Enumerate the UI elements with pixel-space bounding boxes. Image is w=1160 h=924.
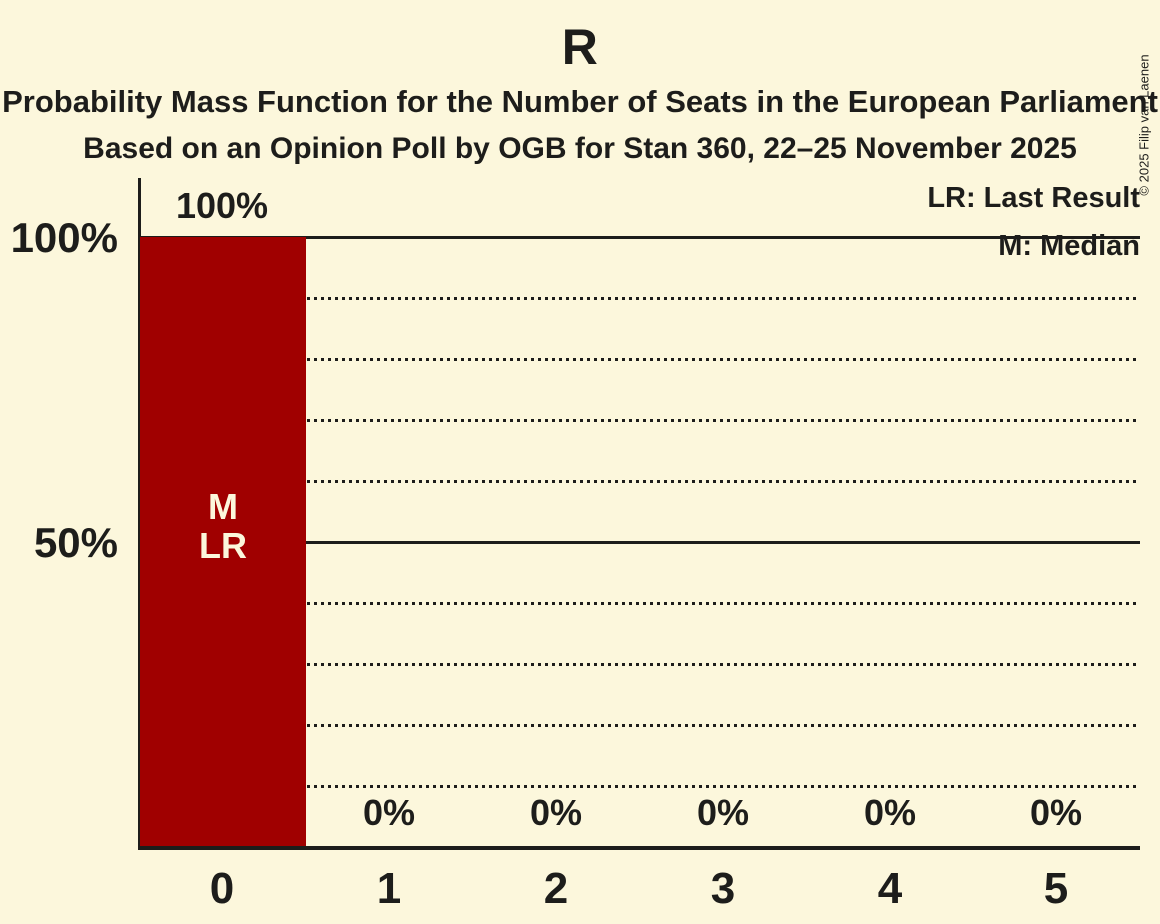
- bar-annotation-median-lastresult: M LR: [140, 487, 306, 565]
- value-label-seats-0: 100%: [175, 185, 269, 226]
- last-result-marker-label: LR: [199, 525, 247, 566]
- chart-poll-details: Based on an Opinion Poll by OGB for Stan…: [83, 132, 1077, 165]
- gridline-60pct: [139, 480, 1140, 483]
- gridline-70pct: [139, 419, 1140, 422]
- bar-seats-0: [140, 237, 306, 846]
- value-label-seats-4: 0%: [863, 792, 917, 833]
- median-marker-label: M: [208, 486, 238, 527]
- gridline-10pct: [139, 785, 1140, 788]
- gridline-50pct: [139, 541, 1140, 544]
- x-tick-label-3: 3: [710, 864, 736, 913]
- gridline-40pct: [139, 602, 1140, 605]
- x-axis-line: [139, 846, 1140, 850]
- chart-title: R: [561, 19, 599, 75]
- value-label-seats-3: 0%: [696, 792, 750, 833]
- x-tick-label-0: 0: [209, 864, 235, 913]
- x-tick-label-4: 4: [877, 864, 903, 913]
- gridline-100pct: [139, 236, 1140, 239]
- gridline-30pct: [139, 663, 1140, 666]
- legend-last-result: LR: Last Result: [927, 182, 1140, 214]
- gridline-80pct: [139, 358, 1140, 361]
- chart-subtitle: Probability Mass Function for the Number…: [2, 84, 1158, 119]
- y-tick-label-50: 50%: [33, 519, 118, 566]
- x-tick-label-1: 1: [376, 864, 402, 913]
- value-label-seats-1: 0%: [362, 792, 416, 833]
- copyright-notice: © 2025 Filip van Laenen: [1136, 54, 1152, 196]
- gridline-90pct: [139, 297, 1140, 300]
- value-label-seats-5: 0%: [1029, 792, 1083, 833]
- x-tick-label-5: 5: [1043, 864, 1069, 913]
- y-axis-line: [138, 178, 141, 850]
- x-tick-label-2: 2: [543, 864, 569, 913]
- y-tick-label-100: 100%: [10, 214, 118, 261]
- value-label-seats-2: 0%: [529, 792, 583, 833]
- gridline-20pct: [139, 724, 1140, 727]
- legend-median: M: Median: [998, 230, 1140, 262]
